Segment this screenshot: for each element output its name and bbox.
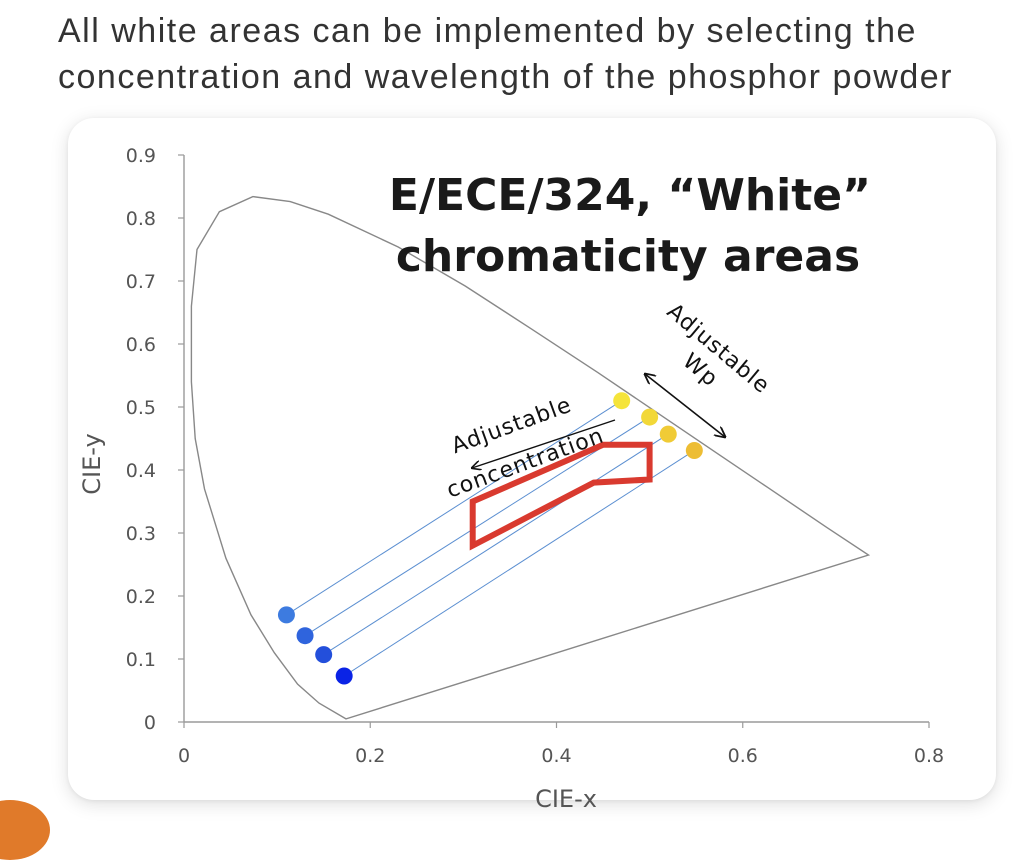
- wp-double-arrow: [645, 374, 725, 437]
- y-axis-title: CIE-y: [78, 433, 106, 494]
- yellow-phosphor-point: [659, 425, 677, 443]
- spectral-locus: [190, 195, 871, 720]
- wp-annotation: Adjustable Wp: [662, 299, 774, 399]
- blue-phosphor-point: [277, 606, 295, 624]
- chart-card: [68, 118, 996, 800]
- x-tick-label: 0.4: [541, 745, 571, 767]
- yellow-phosphor-point: [641, 408, 659, 426]
- mixing-lines-layer: [286, 400, 695, 677]
- x-tick-label: 0.8: [914, 745, 944, 767]
- x-tick-label: 0.2: [355, 745, 385, 767]
- mixing-line: [304, 416, 650, 637]
- blue-phosphor-point: [315, 646, 333, 664]
- yellow-phosphor-point: [685, 441, 703, 459]
- y-tick-label: 0.2: [126, 586, 156, 608]
- y-tick-label: 0.6: [126, 334, 156, 356]
- x-axis-title: CIE-x: [535, 785, 597, 813]
- heading-line-1: All white areas can be implemented by se…: [58, 12, 917, 50]
- mixing-line: [323, 433, 669, 656]
- wp-annotation-line-1: Adjustable: [662, 299, 774, 399]
- blue-phosphor-point: [296, 627, 314, 645]
- white-area-layer: [469, 441, 653, 551]
- page-heading: All white areas can be implemented by se…: [58, 8, 1028, 100]
- y-tick-label: 0.1: [126, 649, 156, 671]
- y-tick-label: 0.7: [126, 271, 156, 293]
- x-tick-label: 0.6: [728, 745, 758, 767]
- y-tick-label: 0.5: [126, 397, 156, 419]
- white-area-outline: [469, 441, 653, 551]
- concentration-arrow: [472, 419, 616, 468]
- y-tick-label: 0.8: [126, 208, 156, 230]
- heading-line-2: concentration and wavelength of the phos…: [58, 58, 953, 96]
- y-tick-label: 0.4: [126, 460, 156, 482]
- chart-subtitle: chromaticity areas: [396, 231, 860, 282]
- spectral-locus-layer: [190, 195, 871, 720]
- yellow-phosphor-point: [613, 392, 631, 410]
- y-tick-label: 0: [144, 712, 156, 734]
- concentration-annotation: Adjustable concentration: [443, 393, 607, 504]
- mixing-line: [343, 450, 695, 677]
- axes-layer: 0 0.1 0.2 0.3 0.4 0.5 0.6 0.7 0.8 0.9 0 0.2 0.4 0.6 0.…: [126, 145, 944, 767]
- x-tick-label: 0: [178, 745, 190, 767]
- chart-title: E/ECE/324, “White”: [389, 170, 871, 221]
- y-tick-label: 0.3: [126, 523, 156, 545]
- y-tick-label: 0.9: [126, 145, 156, 167]
- cie-chromaticity-chart: 0 0.1 0.2 0.3 0.4 0.5 0.6 0.7 0.8 0.9 0 0.2 0.4 0.6 0.…: [78, 145, 944, 813]
- blue-phosphor-point: [335, 667, 353, 685]
